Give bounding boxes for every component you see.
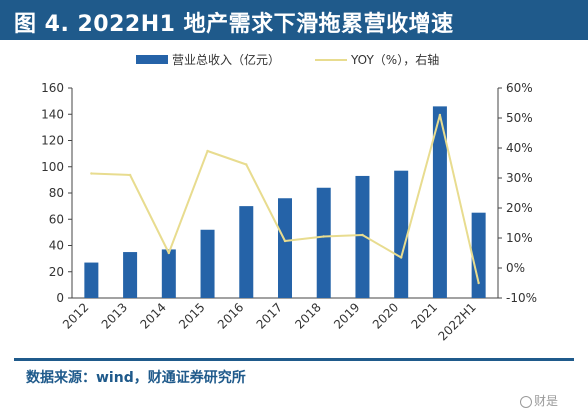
bar [316,187,331,298]
yoy-point [128,173,132,177]
x-tick-label: 2016 [215,300,246,331]
bar [84,262,99,298]
bar [471,212,486,298]
yoy-point [283,239,287,243]
y-right-tick-label: -10% [506,291,537,305]
yoy-point [399,256,403,259]
bar [278,198,292,298]
watermark: 财是 [520,392,558,409]
bar [432,106,447,298]
yoy-point [167,251,171,255]
x-tick-label: 2020 [370,300,401,331]
bar [161,249,176,298]
bar [394,170,409,298]
y-left-tick-label: 80 [49,186,64,200]
legend: 营业总收入（亿元） YOY（%），右轴 [136,52,439,67]
footer-divider [14,358,574,361]
y-left-tick-label: 160 [41,81,64,95]
chart-title: 图 4. 2022H1 地产需求下滑拖累营收增速 [14,12,454,37]
x-tick-label: 2015 [176,300,207,331]
y-right-tick-label: 0% [506,261,525,275]
yoy-point [245,163,248,166]
watermark-text: 财是 [534,394,559,408]
bar [355,175,370,298]
bar-series [84,106,486,298]
chart-svg: 营业总收入（亿元） YOY（%），右轴 0 20 40 60 80 100 120 140 16… [41,52,537,343]
x-tick-label: 2012 [60,300,91,331]
y-left-tick-label: 20 [49,265,64,279]
bar [123,252,138,298]
x-tick-label: 2021 [409,300,440,331]
legend-bar-swatch [136,55,168,64]
y-left-tick-label: 60 [49,212,64,226]
x-tick-label: 2013 [99,300,130,331]
watermark-icon [520,395,532,408]
yoy-point [90,172,93,175]
y-left-tick-label: 140 [41,107,64,121]
yoy-point [361,233,364,237]
yoy-point [477,281,480,285]
x-tick-label: 2014 [137,300,168,331]
bar [200,229,215,298]
legend-bar-label: 营业总收入（亿元） [172,52,280,67]
bar [239,206,254,298]
yoy-point [206,149,209,153]
y-right-tick-label: 20% [506,201,533,215]
x-tick-label: 2017 [254,300,285,331]
x-tick-label: 2018 [292,300,323,331]
source-note: 数据来源：wind，财通证券研究所 [26,370,246,386]
y-right-tick-label: 30% [506,171,533,185]
line-series [90,113,480,285]
x-tick-label: 2022H1 [435,300,478,343]
yoy-point [438,113,442,117]
chart-area: 营业总收入（亿元） YOY（%），右轴 0 20 40 60 80 100 120 140 16… [0,40,588,358]
y-right-tick-label: 50% [506,111,533,125]
y-left-tick-label: 100 [41,160,64,174]
yoy-point [322,235,325,238]
y-left-tick-label: 0 [56,291,64,305]
x-tick-label: 2019 [331,300,362,331]
y-left-tick-label: 120 [41,134,64,148]
y-right-tick-label: 40% [506,141,533,155]
y-right-tick-label: 10% [506,231,533,245]
y-left-tick-label: 40 [49,239,64,253]
title-bar: 图 4. 2022H1 地产需求下滑拖累营收增速 [0,0,588,40]
y-right-tick-label: 60% [506,81,533,95]
legend-line-label: YOY（%），右轴 [350,52,439,67]
